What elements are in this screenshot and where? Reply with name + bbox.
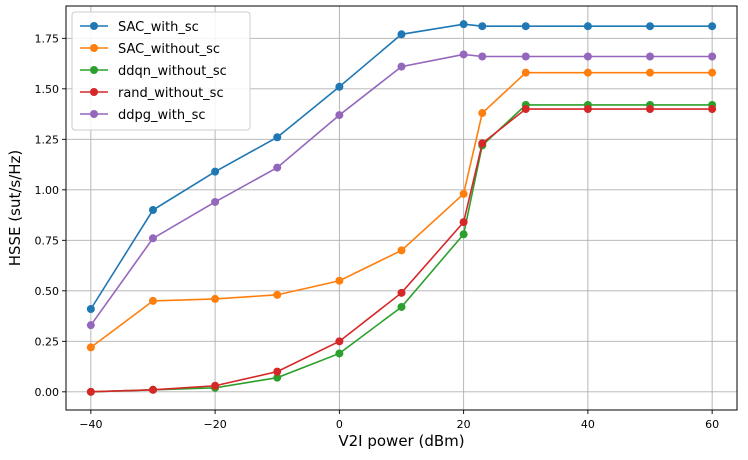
data-point [708, 22, 717, 31]
legend-label: SAC_without_sc [118, 42, 220, 57]
data-point [459, 20, 468, 29]
data-point [521, 105, 530, 114]
data-point [273, 133, 282, 142]
data-point [397, 246, 406, 255]
data-point [148, 385, 157, 394]
data-point [521, 52, 530, 61]
data-point [708, 52, 717, 61]
x-tick-label: 0 [336, 418, 343, 431]
y-tick-label: 1.75 [35, 32, 60, 45]
y-tick-label: 1.00 [35, 184, 60, 197]
data-point [335, 349, 344, 358]
grid [66, 6, 737, 410]
data-point [148, 296, 157, 305]
data-point [459, 230, 468, 239]
legend-label: ddqn_without_sc [118, 64, 227, 79]
series-ddpg-with-sc [86, 50, 717, 330]
series-rand-without-sc [86, 105, 717, 396]
y-tick-label: 1.50 [35, 83, 60, 96]
data-point [646, 68, 655, 77]
series-line [90, 23, 713, 310]
data-point [646, 22, 655, 31]
series-SAC-with-sc [86, 20, 717, 313]
data-point [273, 373, 282, 382]
data-point [397, 288, 406, 297]
data-point [646, 105, 655, 114]
series-line [90, 53, 713, 326]
legend-box [71, 11, 251, 131]
data-point [397, 30, 406, 39]
data-point [708, 105, 717, 114]
data-series [86, 20, 717, 396]
legend-swatch-marker [90, 88, 98, 96]
data-point [86, 321, 95, 330]
data-point [86, 305, 95, 313]
data-point [148, 234, 157, 243]
legend-swatch-marker [90, 66, 98, 74]
legend-item: ddpg_with_sc [80, 108, 206, 123]
legend-swatch-marker [90, 110, 98, 118]
data-point [335, 111, 344, 120]
data-point [397, 62, 406, 71]
legend-label: ddpg_with_sc [118, 108, 206, 123]
data-point [211, 294, 220, 303]
axis-ticks: −40 −20 0 20 40 60 0.00 0.25 0.50 0.75 1.00 1.25 1.5… [35, 32, 720, 431]
series-SAC-without-sc [86, 68, 717, 352]
plot-frame [65, 5, 738, 411]
data-point [335, 337, 344, 346]
data-point [478, 52, 487, 61]
series-line [90, 71, 713, 349]
y-tick-label: 0.50 [35, 285, 60, 298]
series-line [90, 108, 713, 393]
legend-item: ddqn_without_sc [80, 64, 227, 79]
x-tick-label: 60 [705, 418, 719, 431]
y-tick-label: 0.75 [35, 234, 60, 247]
legend-item: SAC_with_sc [80, 20, 199, 35]
data-point [148, 206, 157, 215]
legend-item: SAC_without_sc [80, 42, 220, 57]
legend-label: rand_without_sc [118, 86, 224, 101]
data-point [335, 82, 344, 91]
legend: SAC_with_sc SAC_without_sc ddqn_without_sc… [71, 11, 251, 131]
x-tick-label: 40 [581, 418, 595, 431]
x-tick-label: −40 [79, 418, 102, 431]
data-point [211, 197, 220, 206]
legend-swatch-marker [90, 44, 98, 52]
legend-swatch-marker [90, 22, 98, 30]
data-point [583, 52, 592, 61]
data-point [273, 367, 282, 376]
data-point [86, 387, 95, 396]
data-point [459, 189, 468, 198]
legend-item: rand_without_sc [80, 86, 224, 101]
data-point [521, 22, 530, 31]
data-point [273, 290, 282, 299]
data-point [478, 139, 487, 148]
data-point [211, 381, 220, 390]
y-tick-label: 1.25 [35, 133, 60, 146]
data-point [521, 68, 530, 77]
data-point [583, 22, 592, 31]
data-point [459, 218, 468, 227]
data-point [335, 276, 344, 285]
data-point [86, 343, 95, 352]
data-point [583, 68, 592, 77]
data-point [708, 68, 717, 77]
y-axis-label: HSSE (sut/s/Hz) [6, 150, 24, 267]
y-tick-label: 0.00 [35, 386, 60, 399]
data-point [478, 22, 487, 31]
data-point [273, 163, 282, 172]
data-point [478, 109, 487, 118]
data-point [646, 52, 655, 61]
x-tick-label: −20 [204, 418, 227, 431]
data-point [211, 167, 220, 176]
legend-label: SAC_with_sc [118, 20, 199, 35]
x-tick-label: 20 [457, 418, 471, 431]
data-point [397, 302, 406, 311]
y-tick-label: 0.25 [35, 335, 60, 348]
data-point [583, 105, 592, 114]
x-axis-label: V2I power (dBm) [338, 432, 464, 450]
series-line [90, 104, 713, 393]
data-point [459, 50, 468, 59]
